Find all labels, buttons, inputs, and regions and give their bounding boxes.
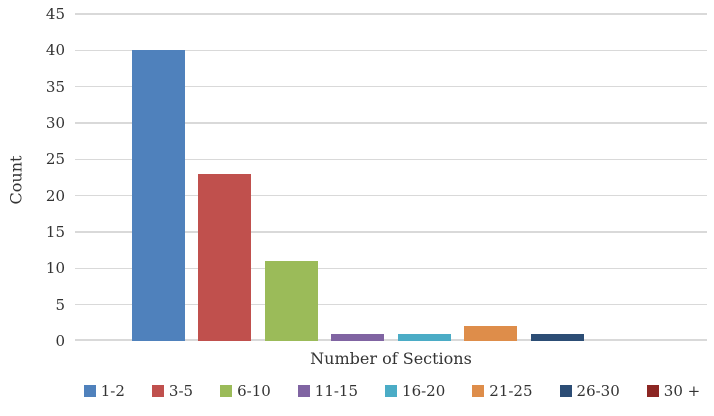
y-tick-label: 15 (45, 223, 65, 241)
bar-6-10 (264, 261, 318, 341)
legend-item-21-25: 21-25 (472, 382, 533, 400)
y-tick-label: 35 (45, 77, 65, 96)
bar-16-20 (397, 333, 451, 341)
legend-swatch-icon (151, 385, 164, 397)
y-tick-label: 25 (45, 150, 65, 169)
legend-label: 1-2 (100, 382, 125, 400)
legend-swatch-icon (83, 385, 96, 397)
y-tick-label: 20 (45, 186, 65, 205)
legend: 1-2 3-5 6-10 11-15 16-20 21-25 26-30 30 + (70, 383, 714, 399)
bar-1-2 (131, 50, 185, 341)
y-tick-label: 40 (45, 41, 65, 60)
legend-swatch-icon (646, 385, 659, 397)
legend-item-6-10: 6-10 (220, 383, 271, 399)
bar-26-30 (530, 333, 584, 341)
x-axis-title: Number of Sections (310, 349, 472, 368)
y-tick-label: 45 (45, 5, 65, 23)
gridline (75, 49, 707, 52)
gridline (75, 231, 707, 233)
legend-label: 6-10 (237, 382, 271, 400)
gridline (75, 194, 707, 197)
legend-label: 16-20 (402, 382, 446, 400)
legend-item-30+: 30 + (646, 382, 701, 400)
legend-item-26-30: 26-30 (559, 382, 620, 400)
legend-label: 21-25 (489, 382, 533, 400)
legend-swatch-icon (297, 385, 310, 397)
legend-swatch-icon (559, 385, 572, 397)
legend-swatch-icon (385, 385, 398, 397)
legend-item-11-15: 11-15 (297, 382, 359, 400)
legend-label: 11-15 (314, 382, 359, 400)
gridline (75, 122, 707, 124)
plot-area (75, 13, 707, 341)
bar-3-5 (198, 173, 252, 341)
y-tick-label: 10 (45, 259, 65, 278)
legend-label: 26-30 (576, 382, 620, 400)
x-axis-line (75, 339, 707, 341)
bar-21-25 (464, 326, 518, 341)
gridline (75, 13, 707, 15)
legend-swatch-icon (220, 385, 233, 397)
legend-label: 30 + (663, 382, 701, 400)
legend-item-1-2: 1-2 (83, 382, 125, 400)
gridline (75, 303, 707, 306)
bar-11-15 (331, 333, 385, 341)
gridline (75, 267, 707, 270)
legend-label: 3-5 (168, 382, 194, 400)
gridline (75, 158, 707, 161)
legend-swatch-icon (472, 385, 485, 397)
legend-item-3-5: 3-5 (151, 382, 194, 400)
legend-item-16-20: 16-20 (385, 383, 445, 399)
y-tick-label: 0 (55, 332, 65, 350)
gridline (75, 85, 707, 88)
y-tick-label: 5 (55, 295, 65, 314)
y-tick-label: 30 (45, 114, 65, 132)
